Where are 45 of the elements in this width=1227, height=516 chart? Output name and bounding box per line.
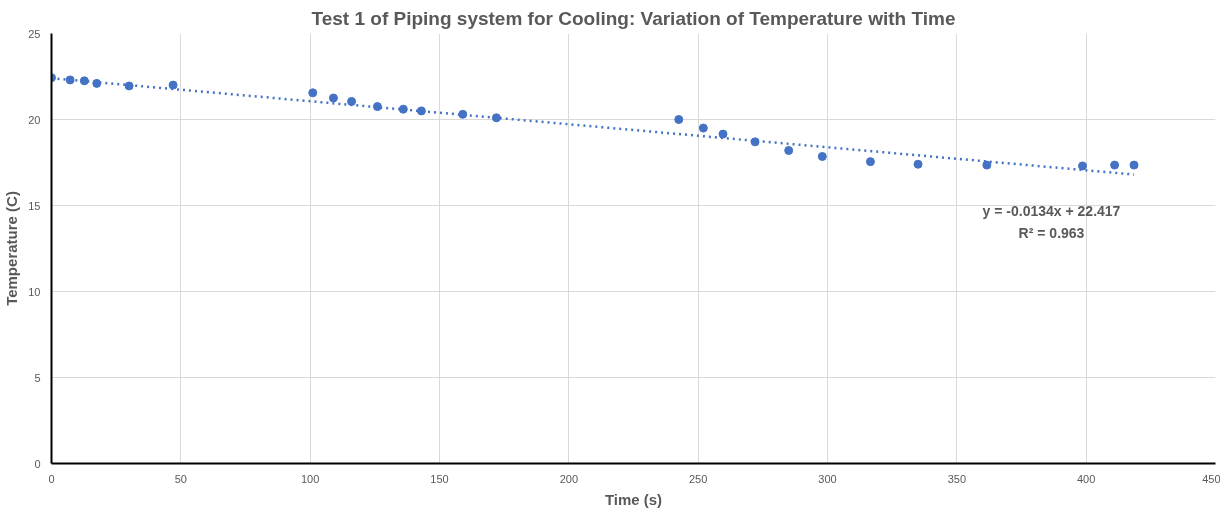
point (65, 75, 75, 85)
x-tick-label: 300 (818, 472, 837, 485)
y-tick-label: 10 (28, 285, 41, 298)
x-tick-label: 450 (1202, 472, 1221, 485)
point (1129, 160, 1139, 170)
point (784, 145, 794, 155)
point (718, 129, 728, 139)
point (913, 159, 923, 169)
point (750, 137, 760, 147)
x-tick-label: 0 (48, 472, 55, 485)
y-tick-label: 15 (28, 199, 41, 212)
x-axis-title: Time (s) (604, 490, 663, 508)
y-tick-label: 0 (34, 457, 41, 470)
chart-title: Test 1 of Piping system for Cooling: Variation of Temperature with Time (311, 7, 956, 29)
point (124, 81, 134, 91)
point (674, 115, 684, 124)
point (1110, 160, 1120, 170)
x-tick-label: 100 (300, 472, 320, 485)
point (398, 104, 408, 114)
y-tick-label: 25 (28, 27, 41, 40)
point (416, 106, 426, 116)
x-tick-label: 50 (174, 472, 187, 485)
point (698, 123, 708, 133)
point (491, 113, 501, 123)
point (458, 109, 468, 119)
x-tick-label: 250 (688, 472, 708, 485)
point (982, 160, 992, 170)
point (308, 88, 318, 98)
point (1078, 161, 1088, 171)
point (347, 96, 357, 106)
x-tick-label: 150 (430, 472, 449, 485)
y-tick-label: 5 (34, 371, 41, 384)
x-tick-label: 200 (559, 472, 579, 485)
x-tick-label: 400 (1076, 472, 1096, 485)
point (92, 78, 102, 88)
x-tick-label: 350 (947, 472, 967, 485)
y-tick-label: 20 (28, 113, 41, 126)
y-axis-title: Temperature (C) (3, 191, 21, 306)
point (328, 93, 338, 103)
point (865, 157, 875, 167)
point (168, 80, 178, 90)
annotation: R² = 0.963 (1018, 224, 1085, 241)
point (817, 151, 827, 161)
point (372, 102, 382, 112)
annotation: y = -0.0134x + 22.417 (982, 202, 1121, 219)
